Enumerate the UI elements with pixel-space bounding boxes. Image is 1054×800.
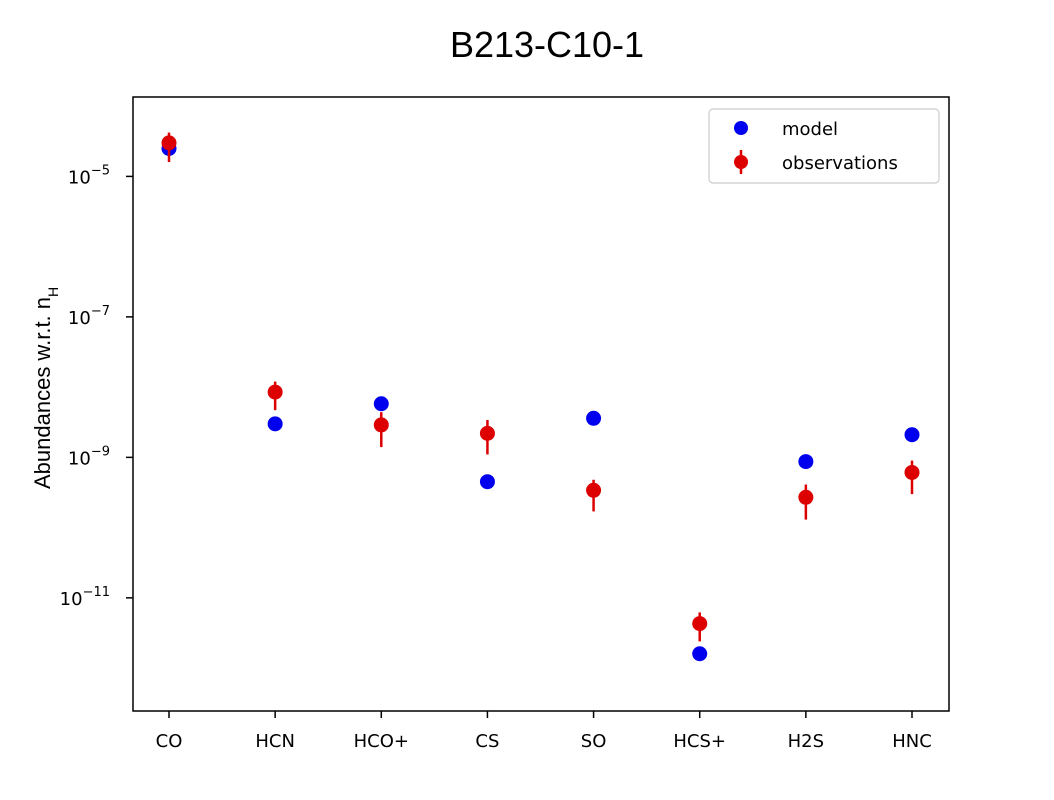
- y-tick-exponent: −11: [83, 585, 110, 600]
- model-point: [692, 646, 708, 662]
- x-tick-label: CO: [156, 731, 183, 752]
- chart-title: B213-C10-1: [449, 24, 645, 65]
- observation-point: [692, 616, 708, 632]
- observation-point: [267, 384, 283, 400]
- observation-point: [904, 464, 920, 480]
- x-tick-label: SO: [581, 731, 607, 752]
- model-point: [904, 427, 920, 443]
- y-tick-base: 10: [68, 448, 91, 469]
- y-tick-base: 10: [68, 308, 91, 329]
- x-tick-label: HCO+: [354, 731, 409, 752]
- y-axis-label-main: Abundances w.r.t. n: [30, 297, 55, 489]
- x-tick-label: HCS+: [673, 731, 726, 752]
- model-point: [267, 416, 283, 432]
- y-tick-base: 10: [68, 167, 91, 188]
- model-point: [798, 454, 814, 470]
- y-tick-exponent: −5: [91, 163, 110, 178]
- x-tick-label: HCN: [255, 731, 295, 752]
- model-point: [479, 474, 495, 490]
- observation-point: [586, 482, 602, 498]
- plot-frame: [132, 96, 950, 712]
- legend-model-label: model: [782, 119, 838, 140]
- x-tick-labels: CO HCN HCO+ CS SO HCS+ H2S HNC: [156, 731, 932, 752]
- legend-model-marker: [734, 121, 748, 135]
- model-point: [586, 410, 602, 426]
- x-tick-marks: [168, 711, 913, 718]
- y-tick-exponent: −9: [91, 444, 110, 459]
- y-tick-label: 10−7: [68, 304, 110, 329]
- y-tick-label: 10−5: [68, 163, 110, 188]
- legend: model observations: [708, 108, 940, 184]
- x-tick-label: H2S: [788, 731, 824, 752]
- data-marks: [161, 132, 920, 662]
- y-tick-exponent: −7: [91, 304, 110, 319]
- observation-point: [479, 425, 495, 441]
- legend-box: [708, 108, 940, 184]
- model-point: [373, 396, 389, 412]
- observation-point: [798, 489, 814, 505]
- observation-point: [373, 417, 389, 433]
- x-tick-label: HNC: [892, 731, 932, 752]
- y-tick-label: 10−9: [68, 444, 110, 469]
- observation-point: [161, 135, 177, 151]
- y-tick-labels: 10−510−710−910−11: [60, 163, 110, 609]
- y-axis-label-subscript: H: [45, 287, 61, 297]
- y-tick-base: 10: [60, 589, 83, 610]
- y-tick-label: 10−11: [60, 585, 110, 610]
- y-tick-marks: [126, 175, 133, 599]
- legend-observations-label: observations: [782, 153, 898, 174]
- legend-observations-marker: [734, 155, 748, 169]
- y-axis-label: Abundances w.r.t. nH: [30, 287, 61, 489]
- x-tick-label: CS: [475, 731, 499, 752]
